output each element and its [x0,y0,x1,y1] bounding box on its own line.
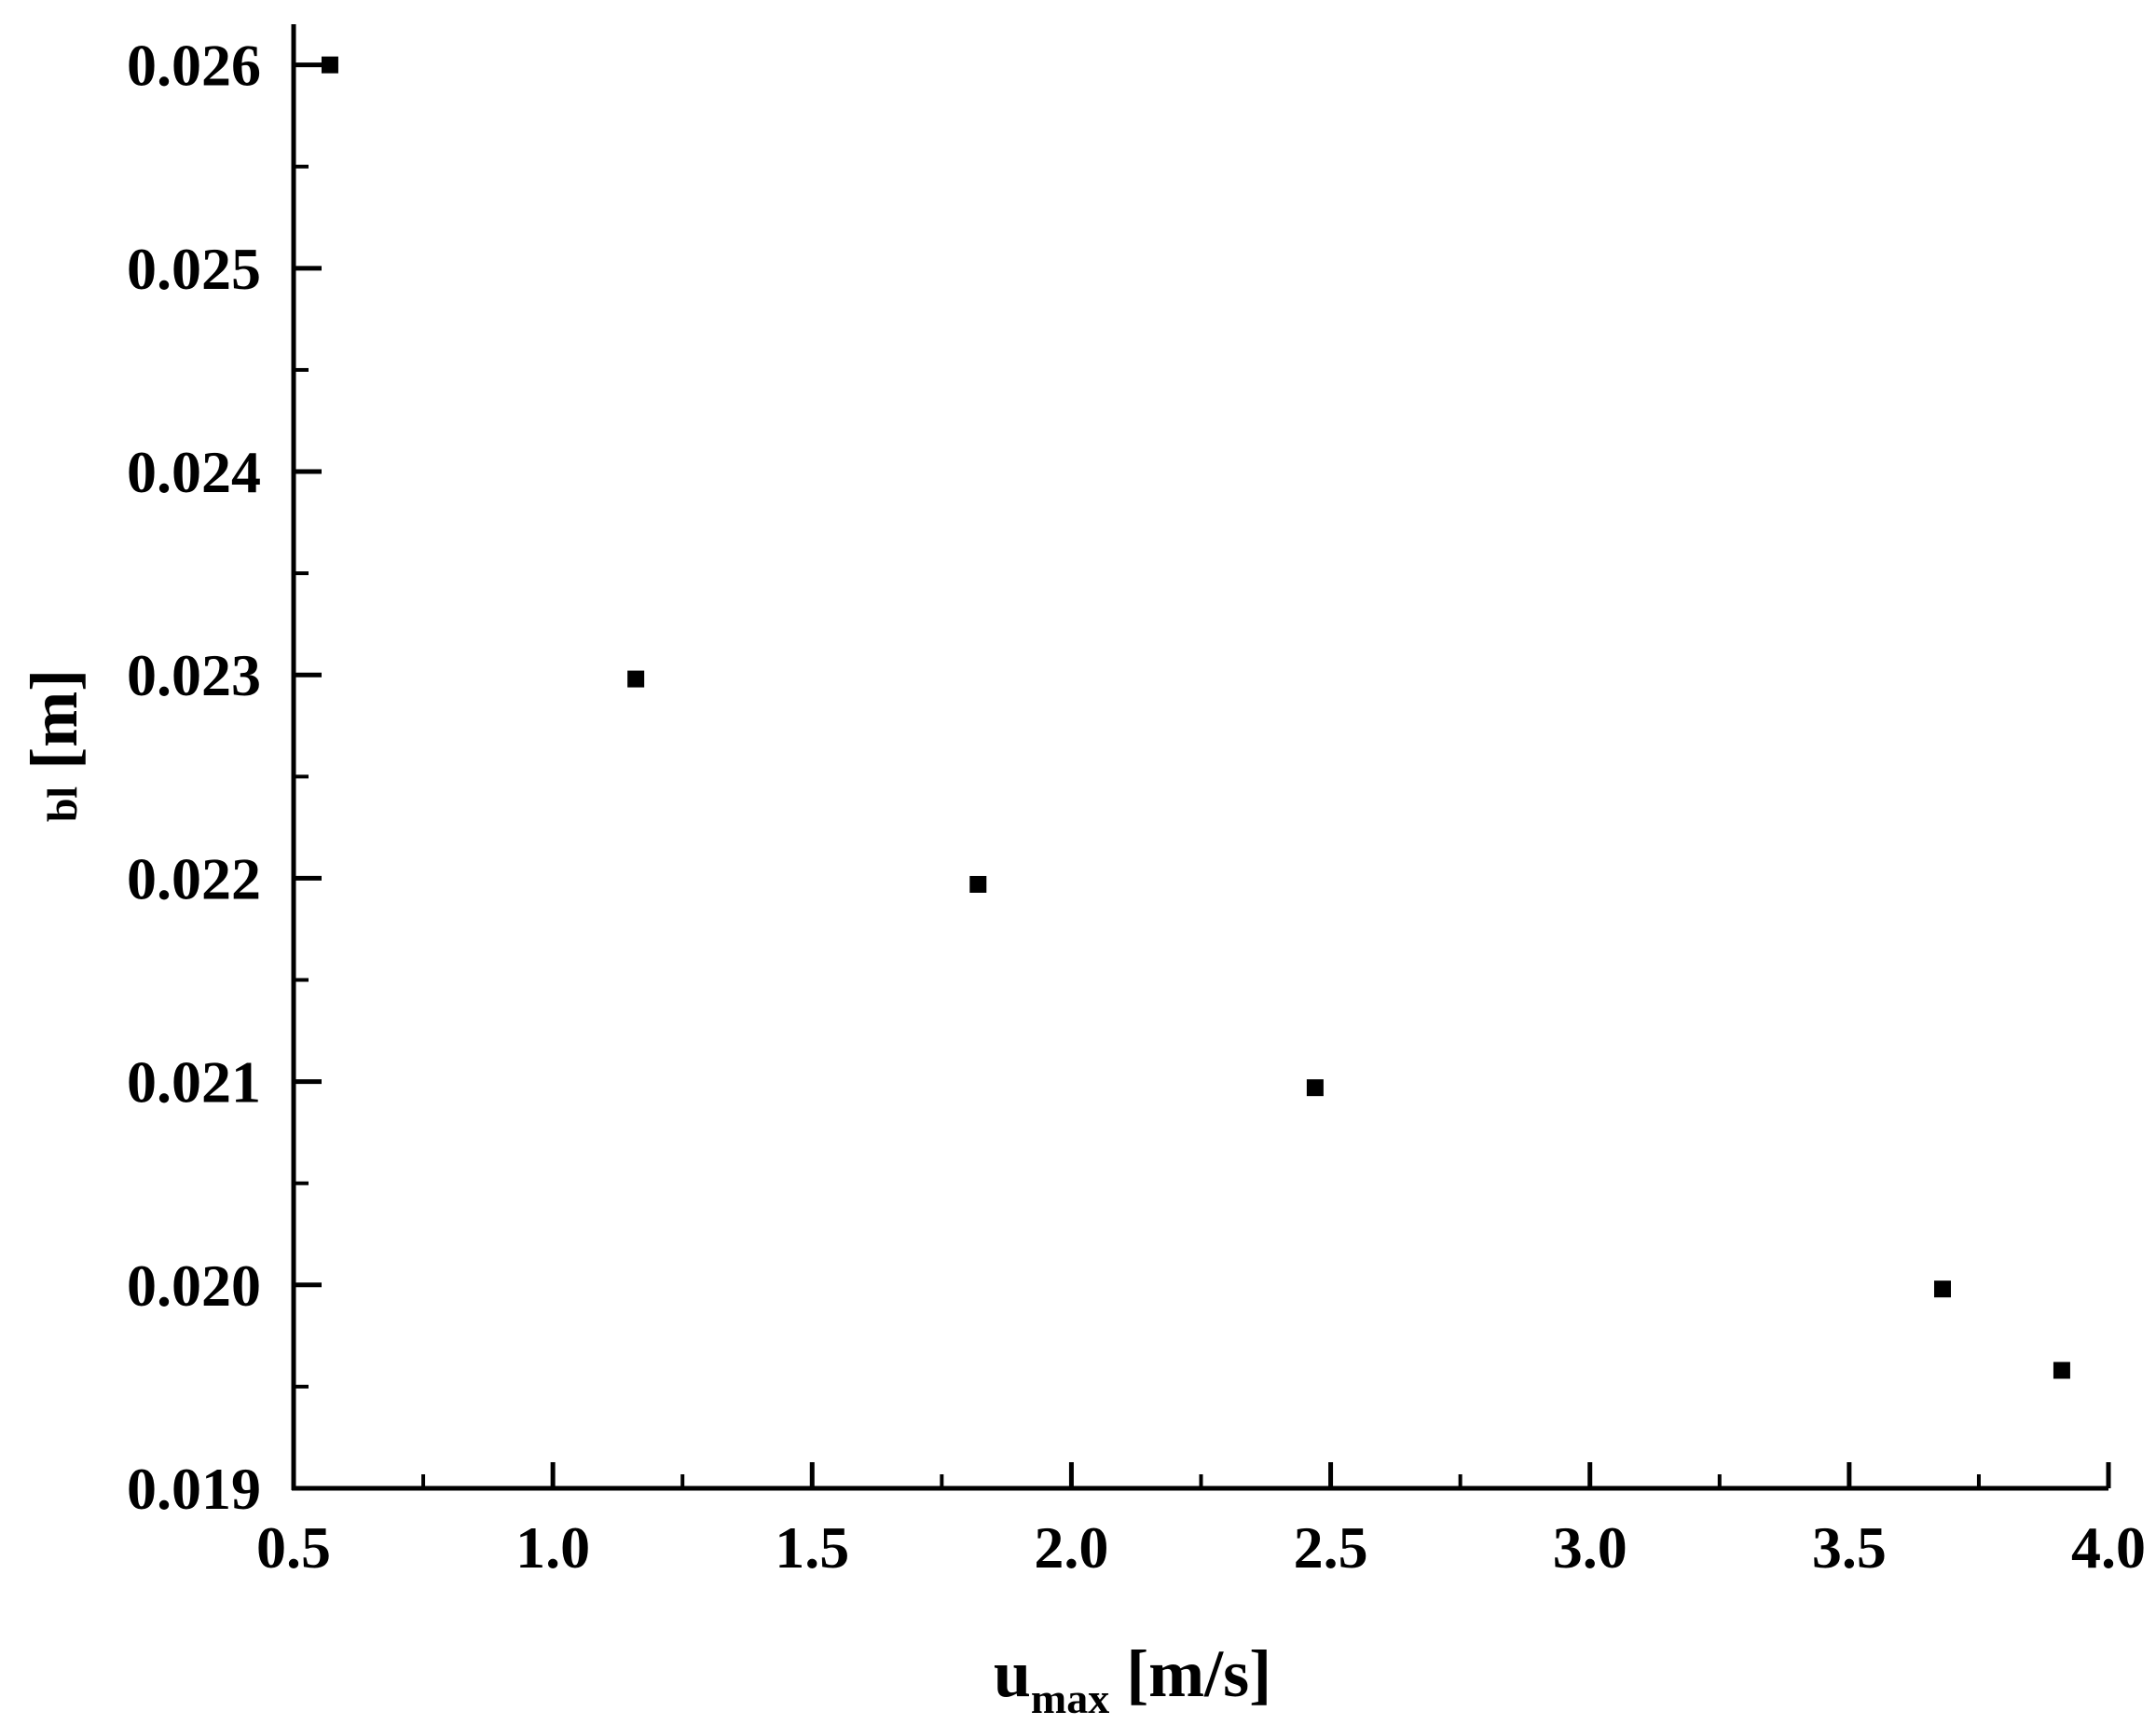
y-tick-label: 0.022 [127,845,261,911]
x-tick-label: 1.0 [515,1514,590,1581]
x-tick-label: 2.5 [1294,1514,1368,1581]
x-axis-title: umax [m/s] [994,1636,1271,1722]
x-axis-title-unit: [m/s] [1109,1636,1271,1711]
axes [291,24,2108,1491]
data-point [2053,1362,2070,1379]
x-tick-label: 1.5 [775,1514,849,1581]
x-tick-label: 0.5 [256,1514,331,1581]
data-points [321,56,2070,1379]
y-axis-title: bl [m] [17,669,91,822]
data-point [321,56,338,74]
data-point [969,875,987,893]
data-point [1933,1280,1951,1298]
y-axis-ticks: 0.019 0.020 0.021 0.022 0.023 0.024 0.025 0.026 [127,33,322,1522]
data-point [627,670,645,688]
x-tick-label: 3.5 [1812,1514,1887,1581]
y-tick-label: 0.026 [127,33,261,99]
x-axis-title-main: u [994,1636,1031,1711]
x-tick-label: 3.0 [1553,1514,1627,1581]
x-axis-title-sub: max [1031,1675,1109,1722]
x-tick-label: 4.0 [2071,1514,2146,1581]
data-point [1306,1079,1324,1097]
y-axis-title-sub: bl [38,787,86,822]
y-axis-title-unit: [m] [17,669,91,787]
y-tick-label: 0.023 [127,642,261,708]
y-tick-label: 0.021 [127,1049,261,1116]
y-tick-label: 0.025 [127,236,261,302]
y-tick-label: 0.024 [127,439,261,505]
y-tick-label: 0.020 [127,1253,261,1319]
x-tick-label: 2.0 [1034,1514,1108,1581]
y-tick-label: 0.019 [127,1456,261,1522]
x-axis-ticks: 0.5 1.0 1.5 2.0 2.5 3.0 3.5 4.0 [256,1462,2146,1581]
